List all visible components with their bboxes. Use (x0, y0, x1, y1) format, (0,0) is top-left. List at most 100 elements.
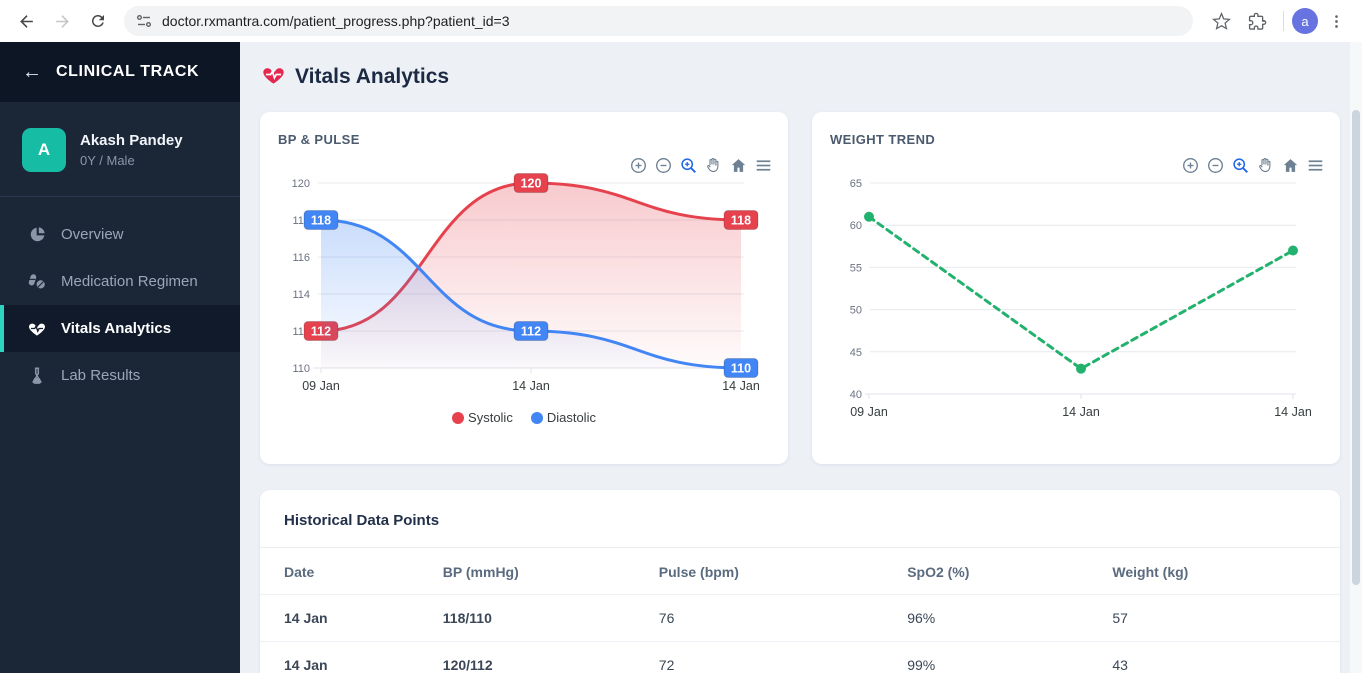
svg-text:116: 116 (292, 252, 310, 264)
sidebar-item-overview[interactable]: Overview (0, 211, 240, 258)
reload-icon[interactable] (82, 5, 114, 37)
page-title-text: Vitals Analytics (295, 65, 450, 88)
sidebar-item-label: Medication Regimen (61, 273, 198, 290)
pills-icon (28, 273, 46, 290)
extensions-icon[interactable] (1241, 5, 1273, 37)
url-bar[interactable]: doctor.rxmantra.com/patient_progress.php… (124, 6, 1193, 36)
svg-text:40: 40 (850, 389, 862, 401)
pan-icon[interactable] (1257, 157, 1274, 174)
svg-text:14 Jan: 14 Jan (1062, 405, 1100, 419)
weight-trend-chart[interactable]: 65 60 55 50 45 40 09 Jan 14 Jan 14 Jan (824, 162, 1328, 432)
col-bp: BP (mmHg) (442, 564, 519, 580)
sidebar-item-label: Lab Results (61, 367, 141, 384)
home-icon[interactable] (1282, 157, 1299, 174)
svg-text:110: 110 (731, 362, 751, 376)
svg-text:09 Jan: 09 Jan (302, 379, 340, 393)
svg-text:14 Jan: 14 Jan (722, 379, 760, 393)
svg-text:110: 110 (292, 363, 310, 375)
pie-chart-icon (28, 226, 46, 243)
toolbar-divider (1283, 11, 1284, 31)
chart-title: WEIGHT TREND (830, 132, 936, 147)
svg-text:09 Jan: 09 Jan (850, 405, 888, 419)
table-header-row: Date BP (mmHg) Pulse (bpm) SpO2 (%) Weig… (260, 548, 1340, 595)
heart-pulse-icon (28, 320, 46, 337)
zoom-out-icon[interactable] (655, 157, 672, 174)
svg-text:112: 112 (521, 325, 541, 339)
menu-icon[interactable] (1307, 157, 1324, 174)
svg-text:114: 114 (292, 289, 310, 301)
cell-pulse: 72 (648, 641, 898, 673)
page-title: Vitals Analytics (262, 64, 1340, 90)
zoom-out-icon[interactable] (1207, 157, 1224, 174)
historical-data-card: Historical Data Points Date BP (mmHg) Pu… (260, 490, 1340, 673)
cell-bp: 120/112 (432, 641, 649, 673)
patient-avatar: A (22, 128, 66, 172)
legend-systolic[interactable]: Systolic (452, 410, 513, 425)
legend-dot-diastolic (530, 411, 543, 424)
cell-date: 14 Jan (260, 641, 433, 673)
svg-text:60: 60 (850, 220, 862, 232)
legend-diastolic[interactable]: Diastolic (530, 410, 596, 425)
sidebar-item-medication[interactable]: Medication Regimen (0, 258, 240, 305)
cell-weight: 43 (1102, 641, 1340, 673)
svg-text:14 Jan: 14 Jan (512, 379, 550, 393)
table-title: Historical Data Points (260, 490, 1340, 548)
main-content: Vitals Analytics BP & PULSE 120 118 116 114… (240, 42, 1362, 673)
patient-meta: 0Y / Male (80, 153, 135, 168)
col-spo2: SpO2 (%) (907, 564, 970, 580)
legend-dot-systolic (452, 411, 465, 424)
cell-spo2: 99% (897, 641, 1103, 673)
cell-pulse: 76 (648, 594, 898, 642)
page-scrollbar (1350, 42, 1362, 673)
app-title: CLINICAL TRACK (56, 63, 200, 80)
site-info-icon[interactable] (136, 13, 152, 29)
bookmark-star-icon[interactable] (1205, 5, 1237, 37)
zoom-in-icon[interactable] (630, 157, 647, 174)
back-icon[interactable] (10, 5, 42, 37)
svg-text:50: 50 (850, 305, 862, 317)
col-pulse: Pulse (bpm) (658, 564, 739, 580)
cell-date: 14 Jan (260, 594, 433, 642)
forward-icon[interactable] (46, 5, 78, 37)
selection-zoom-icon[interactable] (680, 157, 697, 174)
svg-text:65: 65 (850, 178, 862, 190)
sidebar-item-label: Overview (61, 226, 124, 243)
sidebar-nav: Overview Medication Regimen (0, 197, 240, 399)
profile-avatar[interactable]: a (1292, 8, 1318, 34)
browser-toolbar: doctor.rxmantra.com/patient_progress.php… (0, 0, 1362, 42)
menu-icon[interactable] (755, 157, 772, 174)
weight-trend-card: WEIGHT TREND 65 60 55 50 45 40 09 Jan 14 Jan 14 … (812, 112, 1340, 464)
patient-card: A Akash Pandey 0Y / Male (0, 102, 240, 197)
flask-icon (28, 367, 46, 384)
sidebar-header: ← CLINICAL TRACK (0, 42, 240, 102)
selection-zoom-icon[interactable] (1232, 157, 1249, 174)
cell-weight: 57 (1102, 594, 1340, 642)
bp-pulse-card: BP & PULSE 120 118 116 114 112 110 09 Jan 14 Ja… (260, 112, 788, 464)
svg-text:45: 45 (850, 347, 862, 359)
table-row: 14 Jan 120/112 72 99% 43 (260, 641, 1340, 673)
svg-text:55: 55 (850, 262, 862, 274)
kebab-menu-icon[interactable] (1320, 5, 1352, 37)
svg-text:120: 120 (521, 177, 542, 191)
historical-data-table: Date BP (mmHg) Pulse (bpm) SpO2 (%) Weig… (260, 548, 1340, 673)
svg-text:120: 120 (292, 178, 310, 190)
svg-text:118: 118 (311, 214, 331, 228)
sidebar-item-label: Vitals Analytics (61, 320, 172, 337)
back-arrow-icon[interactable]: ← (22, 61, 42, 83)
sidebar: ← CLINICAL TRACK A Akash Pandey 0Y / Mal… (0, 42, 240, 673)
home-icon[interactable] (730, 157, 747, 174)
pan-icon[interactable] (705, 157, 722, 174)
svg-text:118: 118 (731, 214, 751, 228)
col-weight: Weight (kg) (1112, 564, 1189, 580)
chart-title: BP & PULSE (278, 132, 360, 147)
cell-bp: 118/110 (432, 594, 649, 642)
sidebar-item-lab-results[interactable]: Lab Results (0, 352, 240, 399)
col-date: Date (284, 564, 315, 580)
zoom-in-icon[interactable] (1182, 157, 1199, 174)
chart-legend: Systolic Diastolic (260, 410, 788, 425)
scrollbar-thumb[interactable] (1352, 110, 1360, 585)
svg-text:14 Jan: 14 Jan (1274, 405, 1312, 419)
sidebar-item-vitals-analytics[interactable]: Vitals Analytics (0, 305, 240, 352)
chart-toolbar (1182, 157, 1324, 174)
